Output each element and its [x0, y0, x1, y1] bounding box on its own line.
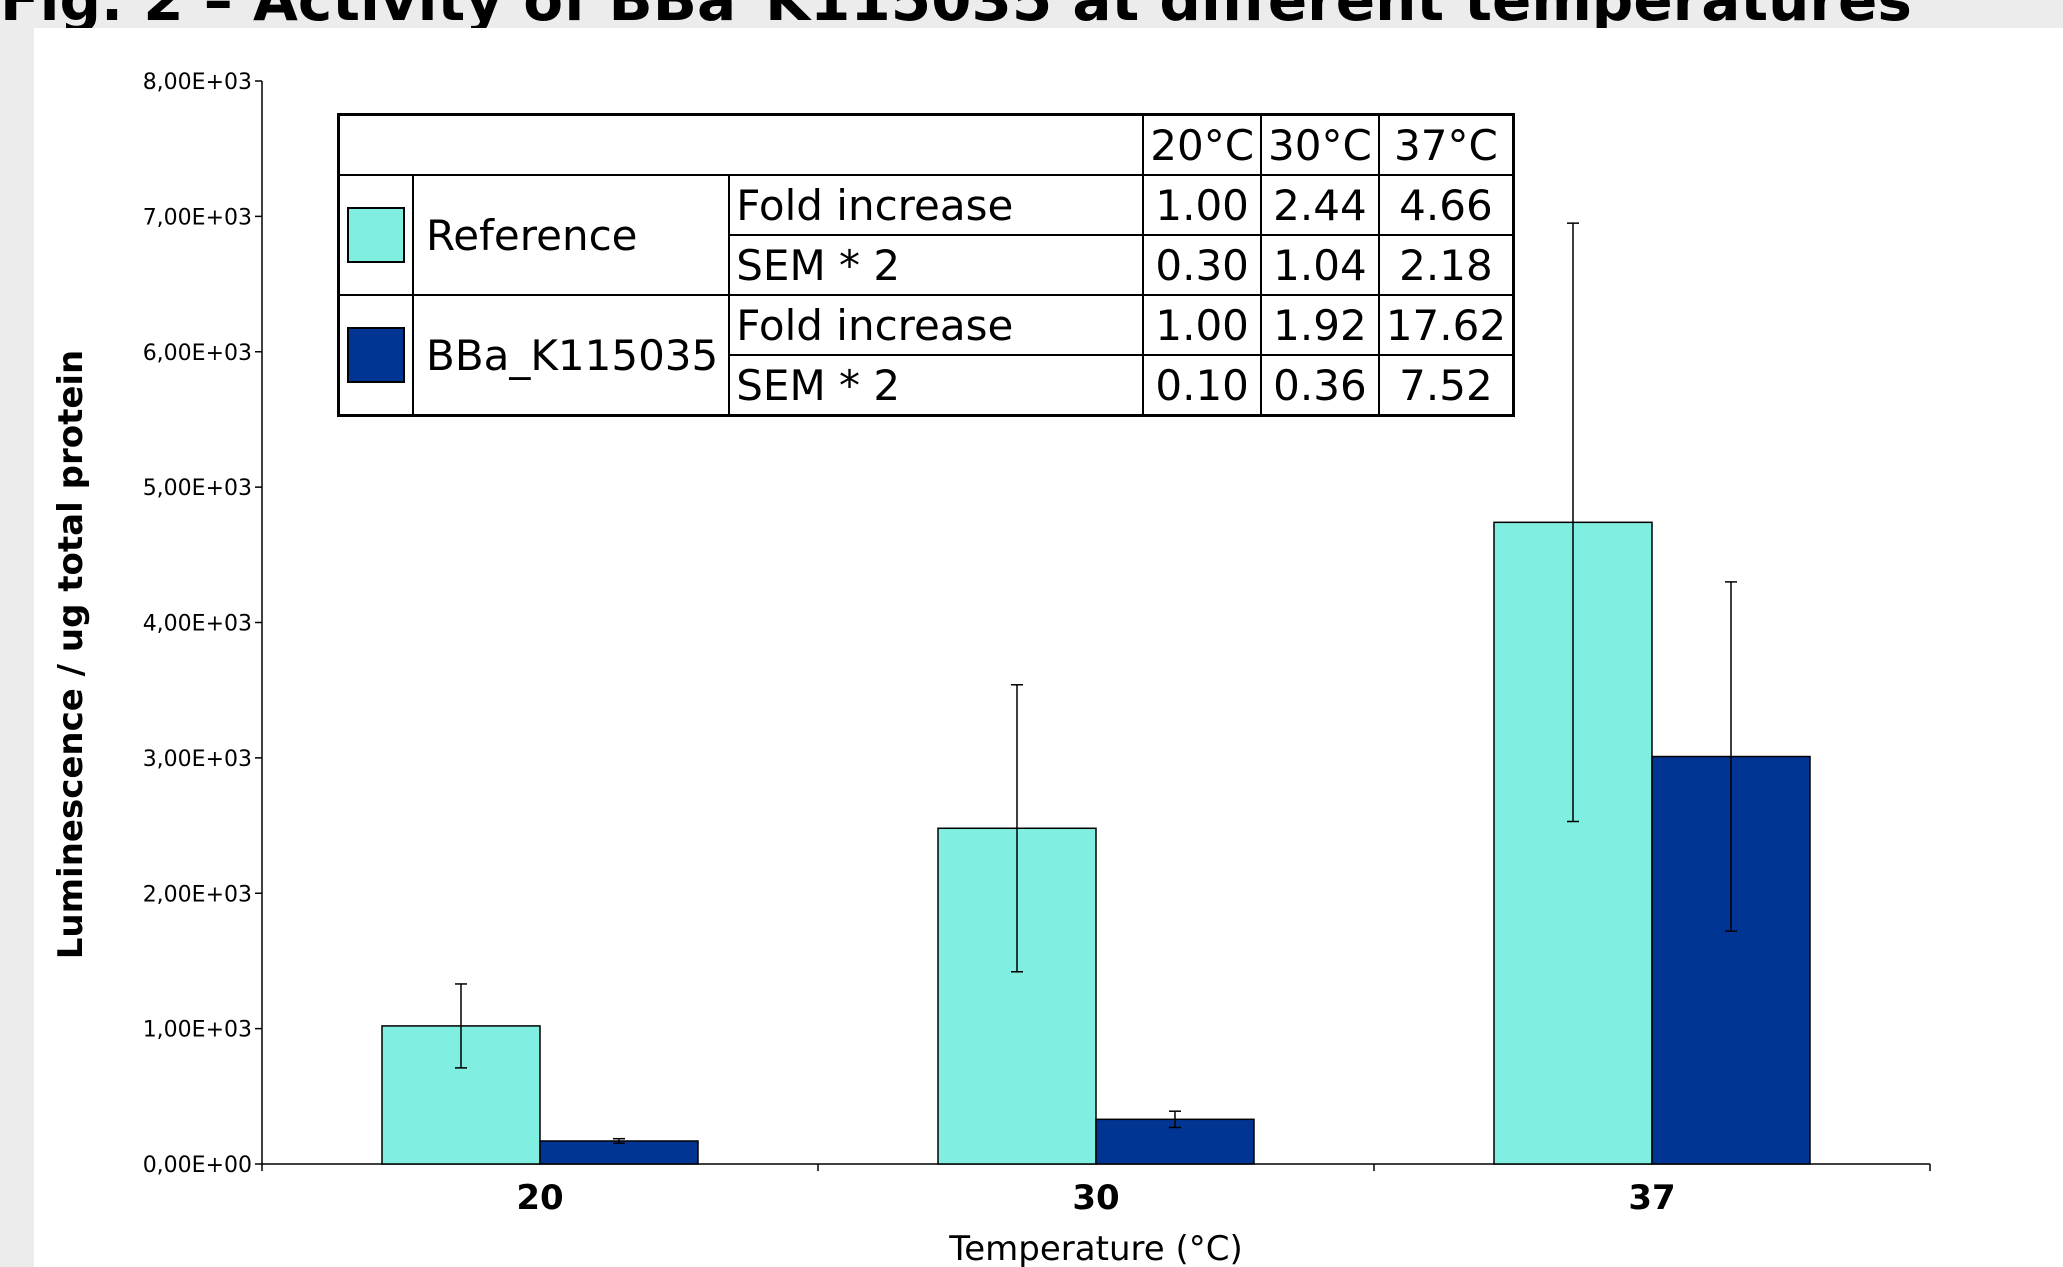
y-tick-label: 3,00E+03	[143, 747, 252, 772]
table-cell: 17.62	[1377, 294, 1515, 356]
table-row: Reference Fold increase 1.00 2.44 4.66	[337, 174, 1515, 296]
error-bars	[455, 222, 1737, 1145]
y-tick-label: 0,00E+00	[143, 1153, 252, 1178]
legend-data-table: 20°C 30°C 37°C Reference Fold increase 1…	[337, 113, 1516, 417]
legend-swatch-cell	[337, 174, 414, 296]
y-tick-label: 7,00E+03	[143, 205, 252, 230]
table-cell: 2.18	[1377, 234, 1515, 296]
table-row: SEM * 2 0.30 1.04 2.18	[339, 234, 1515, 296]
table-header-row: 20°C 30°C 37°C	[337, 113, 1515, 176]
table-header-cell: 37°C	[1377, 113, 1515, 176]
legend-series-name: Reference	[411, 174, 731, 296]
legend-swatch-bba	[347, 327, 405, 383]
chart-panel: 0,00E+00 1,00E+03 2,00E+03 3,00E+03 4,00E+03…	[34, 28, 2063, 1267]
table-header-cell: 30°C	[1260, 113, 1380, 176]
table-metric: SEM * 2	[728, 354, 1145, 417]
x-axis-title: Temperature (°C)	[948, 1229, 1242, 1267]
y-axis-title: Luminescence / ug total protein	[51, 350, 91, 960]
table-cell: 0.30	[1142, 234, 1263, 296]
legend-swatch-reference	[347, 207, 405, 263]
y-tick-label: 8,00E+03	[143, 70, 252, 95]
y-tick-label: 1,00E+03	[143, 1018, 252, 1043]
y-tick-label: 2,00E+03	[143, 882, 252, 907]
legend-series-name: BBa_K115035	[411, 294, 731, 417]
table-row: SEM * 2 0.10 0.36 7.52	[339, 354, 1515, 417]
table-cell: 1.00	[1142, 174, 1263, 236]
table-cell: 1.04	[1260, 234, 1380, 296]
bar-bba-k115035-20	[539, 1140, 699, 1165]
y-tick-label: 6,00E+03	[143, 341, 252, 366]
y-tick-label: 5,00E+03	[143, 476, 252, 501]
table-metric: Fold increase	[728, 174, 1145, 236]
table-header-blank	[337, 113, 1145, 176]
table-header-cell: 20°C	[1142, 113, 1263, 176]
y-tick-label: 4,00E+03	[143, 612, 252, 637]
x-axis: 20 30 37	[261, 1163, 1931, 1218]
table-row: BBa_K115035 Fold increase 1.00 1.92 17.6…	[337, 294, 1515, 417]
table-metric: Fold increase	[728, 294, 1145, 356]
table-metric: SEM * 2	[728, 234, 1145, 296]
bars	[381, 521, 1811, 1165]
table-cell: 1.00	[1142, 294, 1263, 356]
x-tick-label: 30	[1072, 1178, 1119, 1218]
table-cell: 0.10	[1142, 354, 1263, 417]
y-axis: 0,00E+00 1,00E+03 2,00E+03 3,00E+03 4,00E+03…	[143, 70, 263, 1178]
x-tick-label: 37	[1628, 1178, 1675, 1218]
x-tick-label: 20	[516, 1178, 563, 1218]
table-cell: 1.92	[1260, 294, 1380, 356]
table-cell: 4.66	[1377, 174, 1515, 236]
table-cell: 2.44	[1260, 174, 1380, 236]
legend-swatch-cell	[337, 294, 414, 417]
bar-chart: 0,00E+00 1,00E+03 2,00E+03 3,00E+03 4,00E+03…	[51, 70, 1931, 1267]
table-cell: 0.36	[1260, 354, 1380, 417]
table-cell: 7.52	[1377, 354, 1515, 417]
